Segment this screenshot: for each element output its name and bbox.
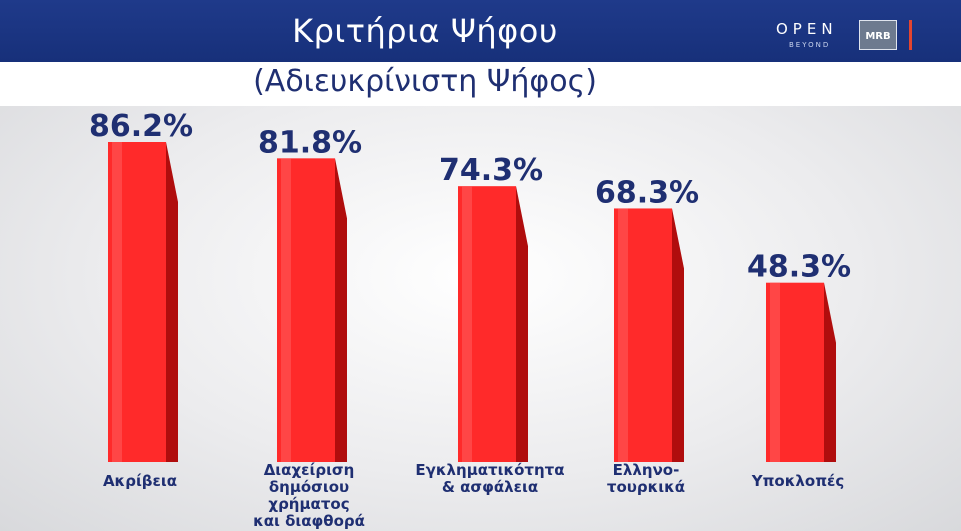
- bar-highlight: [770, 282, 780, 462]
- category-label: Ελληνο- τουρκικά: [606, 461, 686, 496]
- data-label: 68.3%: [595, 175, 699, 210]
- bar-side: [166, 142, 178, 462]
- open-logo-tagline: BEYOND: [789, 41, 831, 49]
- bar-highlight: [112, 142, 122, 462]
- page-subtitle: (Αδιευκρίνιστη Ψήφος): [253, 64, 597, 99]
- bar-group: [614, 208, 684, 462]
- data-label: 81.8%: [258, 125, 362, 160]
- bar-side: [672, 208, 684, 462]
- bar-highlight: [462, 186, 472, 462]
- category-label: Ακρίβεια: [102, 472, 178, 490]
- header-bar: [0, 0, 961, 62]
- page-title: Κριτήρια Ψήφου: [292, 12, 558, 50]
- bar-side: [335, 158, 347, 462]
- open-logo: OPEN: [776, 20, 838, 38]
- bar-group: [277, 158, 347, 462]
- subtitle-band: [0, 62, 961, 106]
- bar-side: [516, 186, 528, 462]
- mrb-logo: MRB: [859, 20, 897, 50]
- category-label: Εγκληματικότητα & ασφάλεια: [415, 461, 565, 496]
- bar-group: [108, 142, 178, 462]
- category-label: Υποκλοπές: [751, 472, 845, 490]
- bar-highlight: [281, 158, 291, 462]
- data-label: 86.2%: [89, 109, 193, 144]
- bar-group: [766, 282, 836, 462]
- bar-group: [458, 186, 528, 462]
- bar-side: [824, 282, 836, 462]
- data-label: 48.3%: [747, 250, 851, 285]
- bar-highlight: [618, 208, 628, 462]
- category-label: Διαχείριση δημόσιου χρήματος και διαφθορ…: [253, 461, 365, 530]
- logo-divider: [909, 20, 912, 50]
- data-label: 74.3%: [439, 153, 543, 188]
